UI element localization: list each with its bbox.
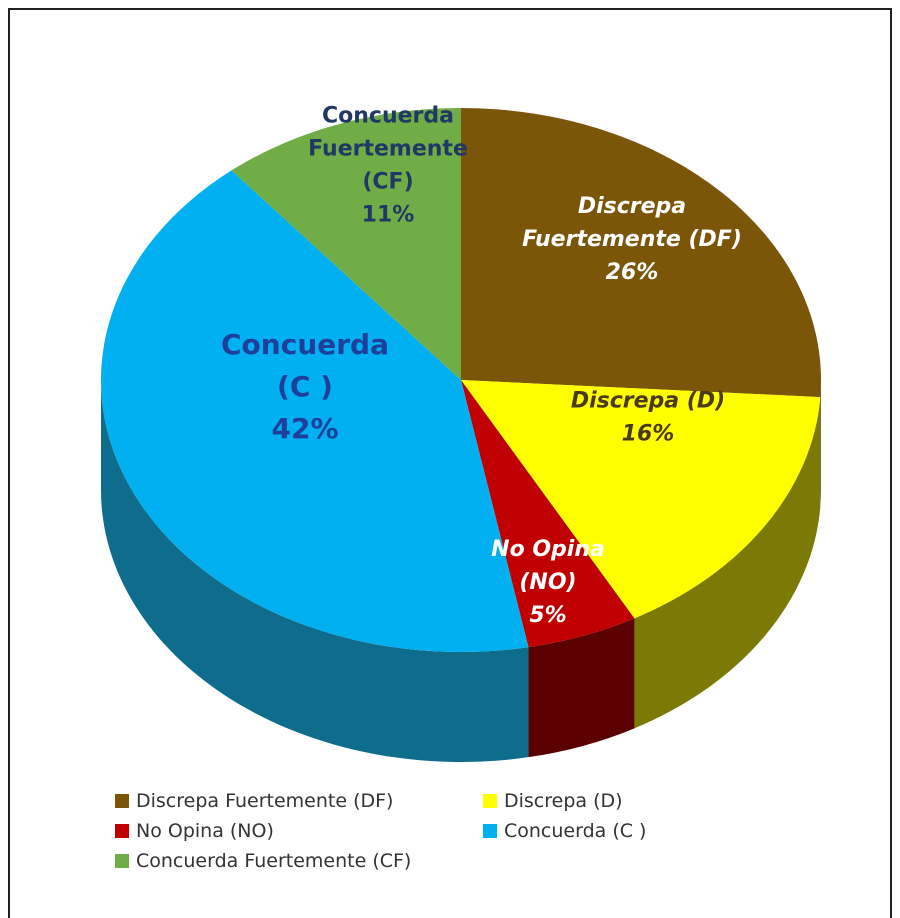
legend-label-df: Discrepa Fuertemente (DF) [136,790,394,812]
legend-item-no: No Opina (NO) [115,820,483,842]
pie-labels: Discrepa Fuertemente (DF) 26% Discrepa (D) 1… [221,104,742,629]
pie-side-no [528,618,635,758]
pie-label-no-line-2: 5% [529,603,566,628]
pie-label-cf-line-2: (CF) [362,170,413,195]
pie-label-cf-line-0: Concuerda [322,104,454,129]
pie-label-cf-line-3: 11% [362,203,415,228]
legend-swatch-no [115,824,129,838]
pie-label-d-line-0: Discrepa (D) [571,389,725,414]
legend: Discrepa Fuertemente (DF) Discrepa (D) N… [115,790,755,872]
legend-item-c: Concuerda (C ) [483,820,763,842]
pie-side-d [634,397,821,729]
legend-item-df: Discrepa Fuertemente (DF) [115,790,483,812]
pie-label-c-line-1: (C ) [277,370,333,403]
pie-label-no-line-0: No Opina [491,537,605,562]
pie-label-df-line-2: 26% [606,260,659,285]
legend-swatch-c [483,824,497,838]
legend-label-no: No Opina (NO) [136,820,274,842]
legend-swatch-df [115,794,129,808]
legend-item-d: Discrepa (D) [483,790,763,812]
pie-label-cf-line-1: Fuertemente [308,137,468,162]
pie-label-no-line-1: (NO) [519,570,576,595]
pie-label-d-line-1: 16% [622,422,675,447]
pie-slices [100,108,821,652]
pie-label-df-line-1: Fuertemente (DF) [522,227,742,252]
legend-label-cf: Concuerda Fuertemente (CF) [136,850,412,872]
pie-slice-d [461,380,821,619]
pie-slice-cf [231,108,461,380]
pie-slice-df [461,108,821,398]
pie-slice-no [461,380,635,648]
legend-swatch-cf [115,854,129,868]
pie-side-df [820,380,821,508]
pie-slice-c [100,170,529,652]
pie-side-c [101,380,529,762]
pie-label-c-line-2: 42% [271,412,338,445]
pie-sides [101,380,821,762]
legend-label-d: Discrepa (D) [504,790,623,812]
legend-swatch-d [483,794,497,808]
pie-label-df-line-0: Discrepa [578,194,686,219]
pie-label-c-line-0: Concuerda [221,328,389,361]
legend-item-cf: Concuerda Fuertemente (CF) [115,850,483,872]
legend-label-c: Concuerda (C ) [504,820,647,842]
